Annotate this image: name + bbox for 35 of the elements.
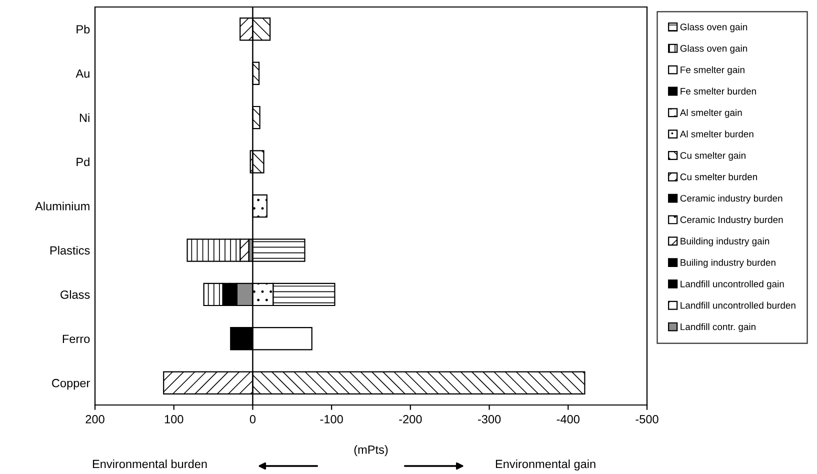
x-tick-label: 0: [250, 415, 256, 424]
legend-label: Fe smelter burden: [680, 88, 756, 95]
y-tick-label: Pd: [76, 158, 90, 166]
legend-label: Landfill uncontrolled burden: [680, 302, 796, 309]
legend-label: Landfill contr. gain: [680, 323, 756, 332]
legend-label: Al smelter gain: [680, 109, 742, 118]
y-tick-label: Plastics: [50, 246, 90, 255]
legend-label: Cu smelter burden: [680, 173, 757, 180]
x-tick-label: -400: [556, 415, 580, 424]
legend-label: Landfill uncontrolled gain: [680, 280, 784, 290]
y-tick-label: Pb: [76, 24, 90, 34]
y-tick-label: Glass: [60, 290, 90, 299]
legend-label: Glass oven gain: [680, 44, 748, 54]
text: Environmental gain: [496, 459, 596, 471]
legend-label: Al smelter burden: [680, 130, 754, 138]
x-tick-label: 100: [164, 415, 184, 424]
y-tick-label: Ni: [80, 113, 90, 122]
x-tick-label: -300: [478, 415, 501, 424]
text: Environmental burden: [92, 459, 207, 468]
x-axis-title: (mPts): [354, 445, 388, 456]
legend-label: Building industry gain: [680, 238, 770, 246]
x-tick-label: -200: [399, 415, 422, 424]
y-tick-label: Ferro: [62, 334, 90, 344]
legend-label: Ceramic industry burden: [680, 194, 782, 204]
y-tick-label: Aluminium: [35, 202, 90, 210]
legend-label: Cu smelter gain: [680, 152, 746, 161]
y-tick-label: Au: [76, 69, 90, 78]
y-tick-label: Copper: [52, 378, 90, 390]
x-tick-label: -500: [636, 415, 658, 424]
legend-label: Builing industry burden: [680, 258, 776, 268]
legend-label: Glass oven gain: [680, 23, 748, 32]
x-tick-label: -100: [320, 415, 343, 424]
x-tick-label: 200: [86, 415, 104, 424]
legend-label: Fe smelter gain: [680, 66, 744, 76]
legend-label: Ceramic Industry burden: [680, 216, 783, 225]
